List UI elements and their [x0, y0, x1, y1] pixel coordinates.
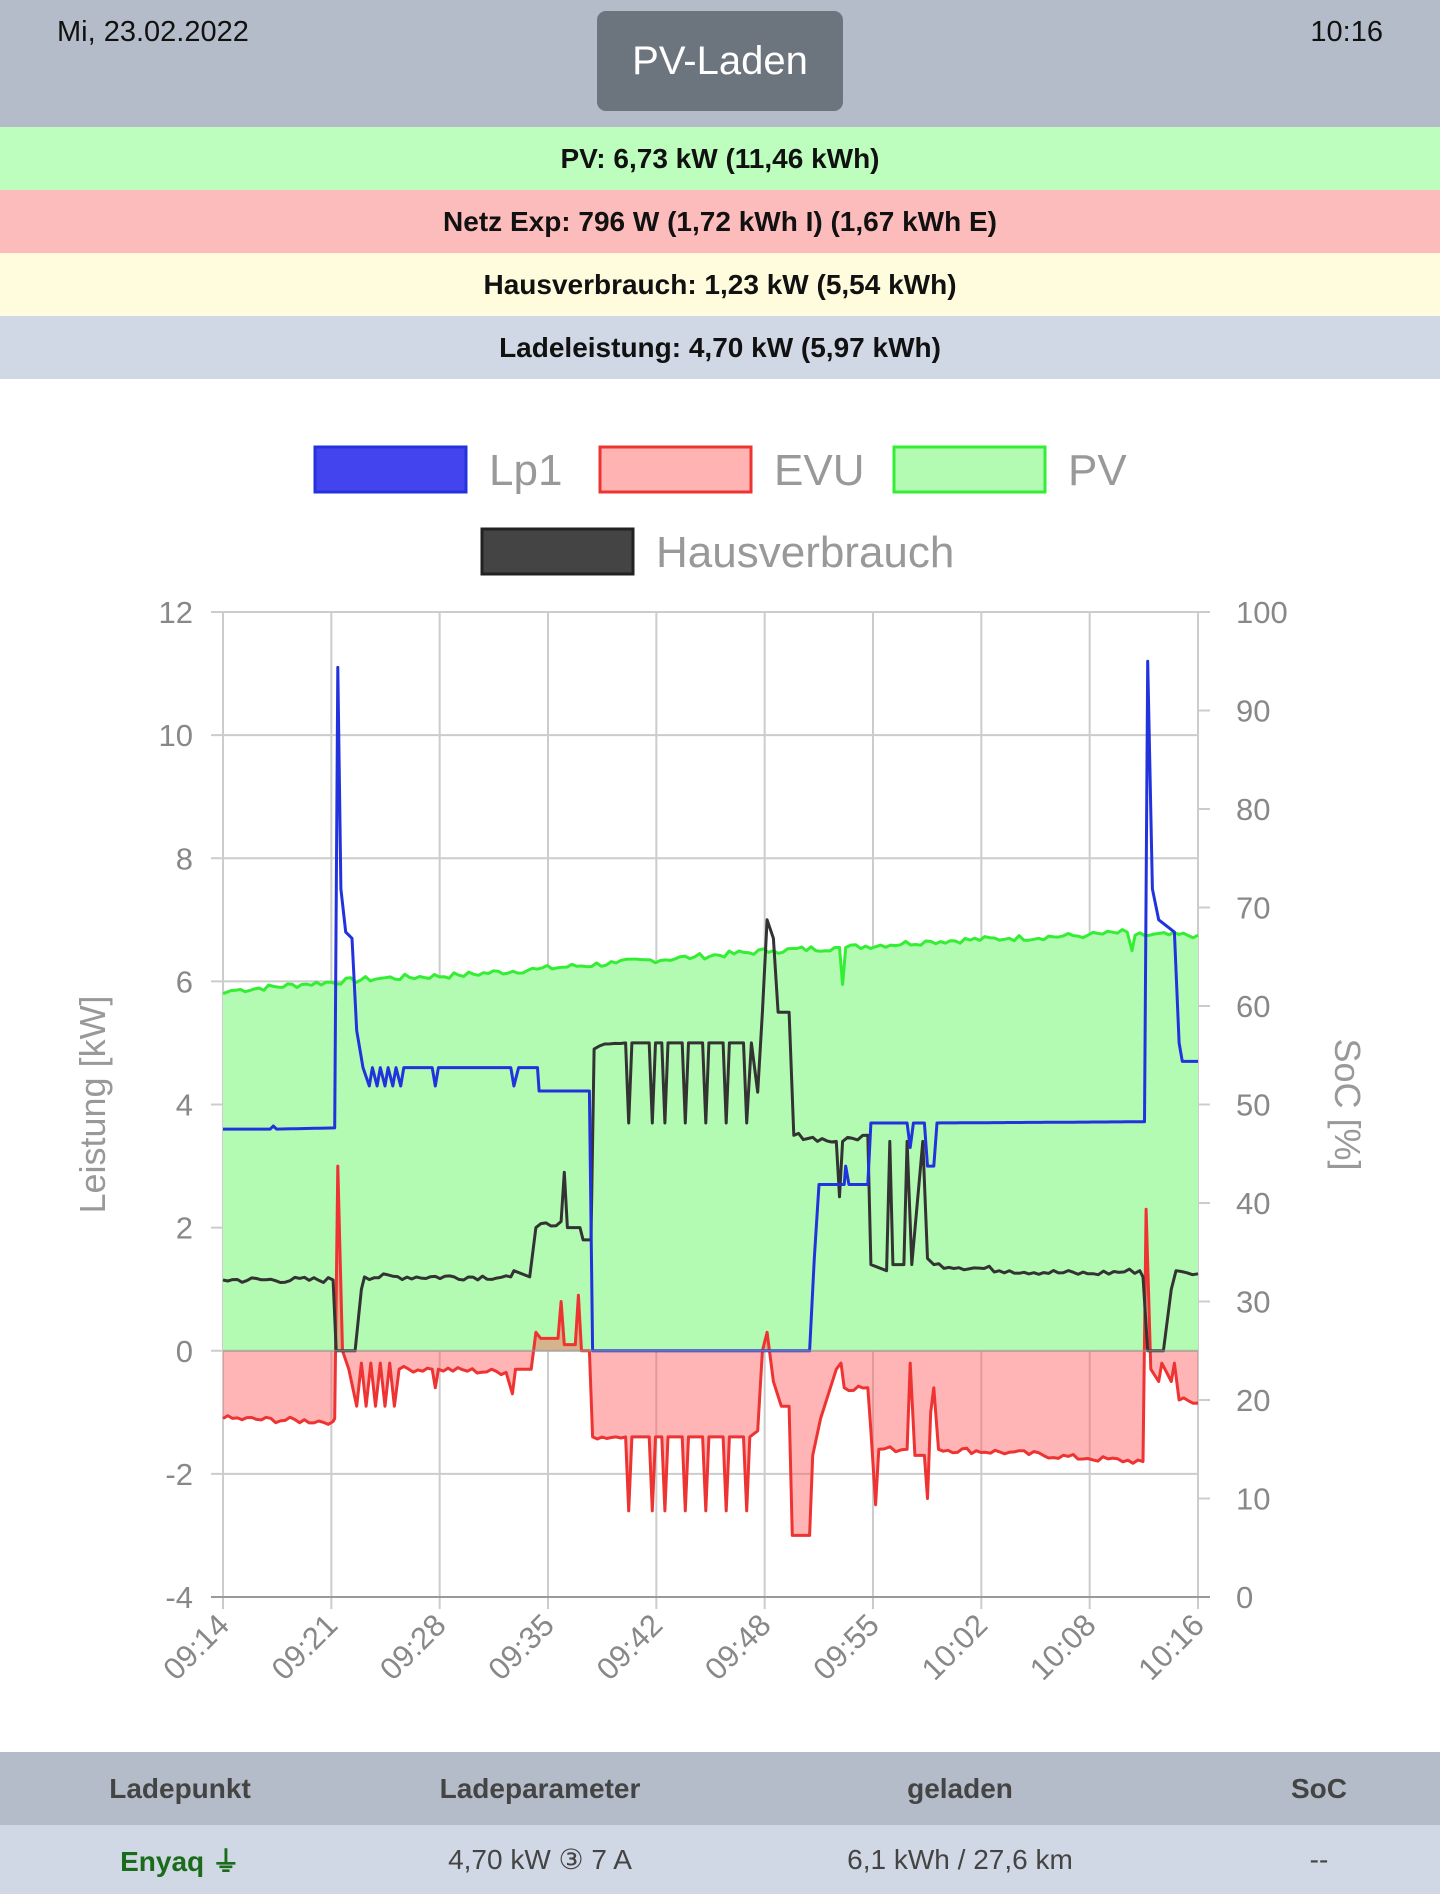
x-tick-label: 10:02: [915, 1607, 995, 1687]
y2-tick-label: 60: [1236, 989, 1270, 1024]
table-row[interactable]: Enyaq ⏚ 4,70 kW ③ 7 A 6,1 kWh / 27,6 km …: [0, 1825, 1440, 1894]
y-tick-label: 0: [176, 1334, 193, 1369]
y2-tick-label: 0: [1236, 1580, 1253, 1615]
x-tick-label: 10:08: [1023, 1607, 1103, 1687]
legend-label-lp1: Lp1: [489, 446, 562, 495]
legend-label-hausverbrauch: Hausverbrauch: [656, 528, 954, 577]
x-tick-label: 09:48: [698, 1607, 778, 1687]
y2-tick-label: 20: [1236, 1383, 1270, 1418]
y2-axis-title: SoC [%]: [1327, 1038, 1368, 1170]
col-ladepunkt: Ladepunkt: [109, 1772, 251, 1804]
legend-swatch-evu: [598, 445, 753, 494]
soc-value: --: [1309, 1843, 1329, 1875]
charge-mode-button[interactable]: PV-Laden: [597, 11, 843, 111]
col-ladeparameter: Ladeparameter: [439, 1772, 641, 1804]
legend-label-evu: EVU: [774, 446, 864, 495]
y-tick-label: 10: [159, 718, 193, 753]
y2-tick-label: 50: [1236, 1088, 1270, 1123]
chargepoint-name[interactable]: Enyaq ⏚: [120, 1840, 240, 1880]
legend-swatch-hausverbrauch: [480, 527, 635, 576]
y-tick-label: 4: [176, 1088, 193, 1123]
y-tick-label: -2: [165, 1457, 193, 1492]
charge-params: 4,70 kW ③ 7 A: [448, 1844, 632, 1875]
legend-swatch-lp1: [313, 445, 468, 494]
y2-tick-label: 70: [1236, 891, 1270, 926]
evu-line: [222, 1164, 1199, 1537]
x-tick-label: 09:42: [590, 1607, 670, 1687]
x-tick-label: 09:55: [806, 1607, 886, 1687]
col-geladen: geladen: [907, 1772, 1013, 1804]
hausverbrauch-line: [222, 918, 1199, 1353]
x-tick-label: 09:14: [156, 1607, 236, 1687]
legend-swatch-pv: [892, 445, 1047, 494]
y2-tick-label: 40: [1236, 1186, 1270, 1221]
house-summary: Hausverbrauch: 1,23 kW (5,54 kWh): [0, 253, 1440, 316]
y-tick-label: 12: [159, 595, 193, 630]
grid-summary: Netz Exp: 796 W (1,72 kWh I) (1,67 kWh E…: [0, 190, 1440, 253]
y2-tick-label: 30: [1236, 1285, 1270, 1320]
x-tick-label: 09:28: [373, 1607, 453, 1687]
col-soc: SoC: [1291, 1772, 1347, 1804]
x-tick-label: 09:21: [265, 1607, 345, 1687]
y-tick-label: 6: [176, 964, 193, 999]
y2-tick-label: 100: [1236, 595, 1288, 630]
charge-summary: Ladeleistung: 4,70 kW (5,97 kWh): [0, 316, 1440, 379]
y-axis-title: Leistung [kW]: [72, 995, 113, 1213]
plug-icon: ⏚: [211, 1845, 240, 1877]
y-tick-label: 8: [176, 841, 193, 876]
pv-area: [223, 929, 1198, 1351]
pv-summary: PV: 6,73 kW (11,46 kWh): [0, 127, 1440, 190]
header: Mi, 23.02.2022 PV-Laden 10:16: [0, 0, 1440, 127]
date: Mi, 23.02.2022: [57, 16, 249, 48]
time: 10:16: [1310, 16, 1383, 48]
y2-tick-label: 90: [1236, 694, 1270, 729]
x-tick-label: 10:16: [1131, 1607, 1211, 1687]
y-tick-label: -4: [165, 1580, 193, 1615]
pv-line: [222, 928, 1199, 996]
y-tick-label: 2: [176, 1211, 193, 1246]
y2-tick-label: 10: [1236, 1482, 1270, 1517]
legend-label-pv: PV: [1068, 446, 1127, 495]
x-tick-label: 09:35: [481, 1607, 561, 1687]
y2-tick-label: 80: [1236, 792, 1270, 827]
chargepoint-label: Enyaq: [120, 1845, 205, 1877]
charged-amount: 6,1 kWh / 27,6 km: [847, 1843, 1073, 1875]
table-header: Ladepunkt Ladeparameter geladen SoC: [0, 1752, 1440, 1825]
